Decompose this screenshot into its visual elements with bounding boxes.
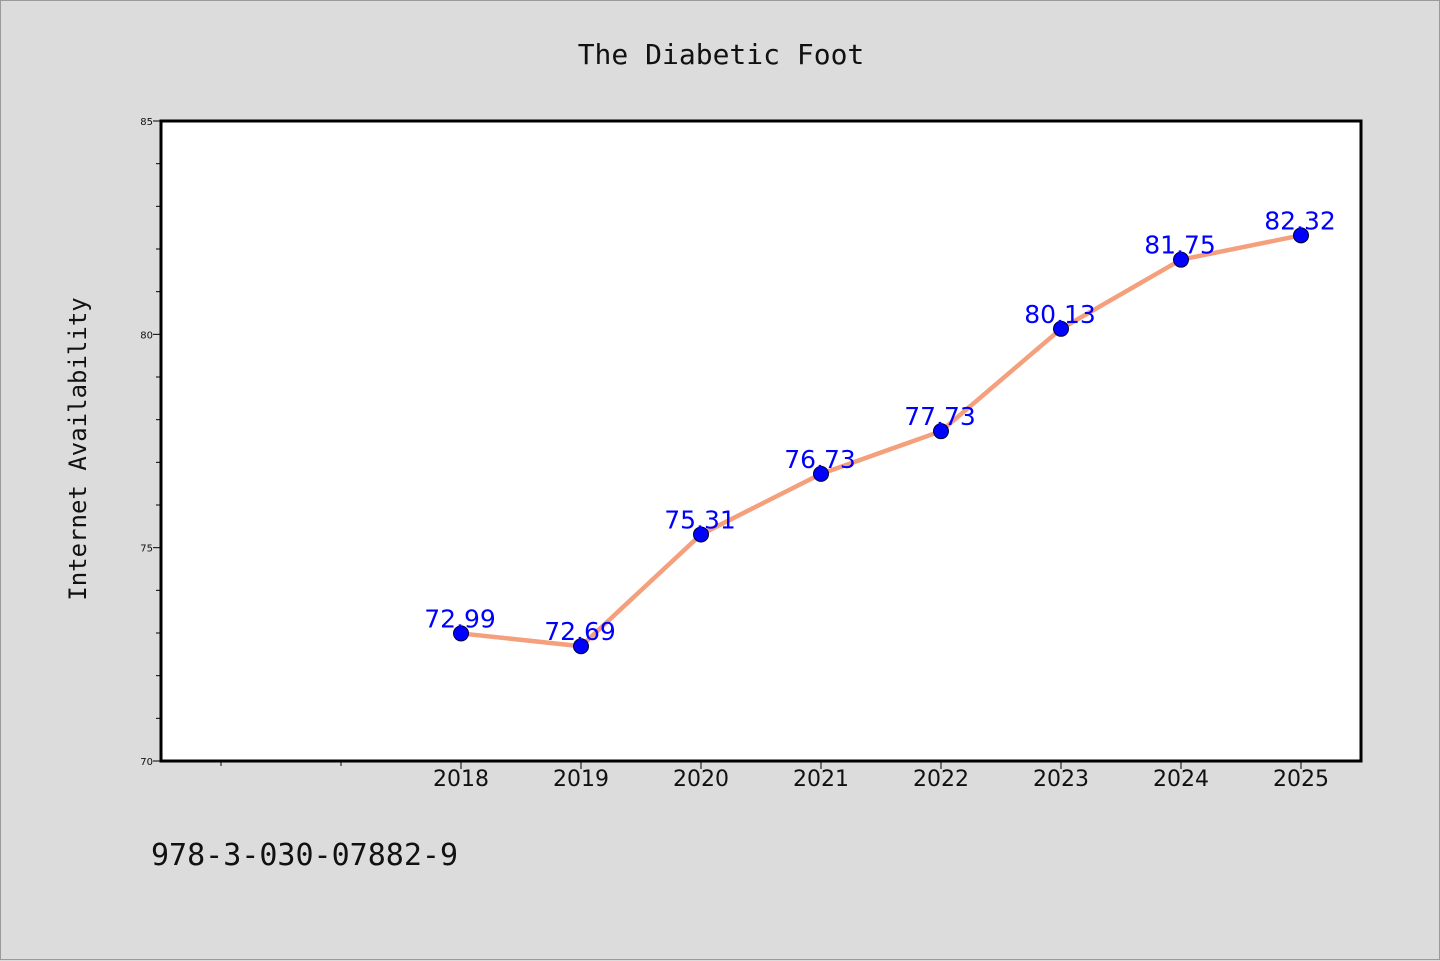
y-tick-label: 85	[140, 117, 153, 128]
data-point	[693, 526, 709, 543]
data-label: 80.13	[1024, 300, 1096, 329]
plot-frame	[159, 119, 1363, 763]
y-tick-label: 70	[140, 757, 153, 768]
x-tick-label: 2022	[913, 767, 969, 792]
x-tick-label: 2025	[1273, 767, 1329, 792]
y-tick-label: 75	[140, 544, 153, 555]
data-point	[1173, 251, 1189, 268]
data-label: 76.73	[784, 445, 856, 474]
data-point	[1293, 227, 1309, 244]
series-line-layer	[458, 233, 1304, 649]
x-tick-label: 2024	[1153, 767, 1209, 792]
data-label: 77.73	[904, 402, 976, 431]
x-tick-label: 2018	[433, 767, 489, 792]
data-point	[813, 465, 829, 482]
data-point	[933, 423, 949, 440]
data-point	[1053, 320, 1069, 337]
x-tick-label: 2019	[553, 767, 609, 792]
isbn-text: 978-3-030-07882-9	[151, 838, 458, 873]
x-tick-label: 2020	[673, 767, 729, 792]
x-tick-label: 2021	[793, 767, 849, 792]
data-label: 75.31	[664, 505, 736, 534]
data-label: 82.32	[1264, 206, 1336, 235]
x-tick-label: 2023	[1033, 767, 1089, 792]
chart-title: The Diabetic Foot	[578, 38, 865, 71]
data-label: 72.99	[424, 604, 496, 633]
series-line	[458, 233, 1304, 649]
series-markers	[453, 227, 1309, 655]
y-tick-label: 80	[140, 330, 153, 341]
data-label: 81.75	[1144, 231, 1216, 260]
data-labels: 72.99 72.69 75.31 76.73 77.73 80.13 81.75 82.32	[424, 206, 1336, 646]
plot-area	[161, 121, 1361, 761]
axis-ticks: 70 75 80 85 2018 2019 2020 2021 2022 2023 2024 2025	[140, 117, 1329, 792]
data-label: 72.69	[544, 617, 616, 646]
y-axis-label: Internet Availability	[64, 297, 92, 600]
data-point	[453, 625, 469, 642]
data-point	[573, 638, 589, 655]
